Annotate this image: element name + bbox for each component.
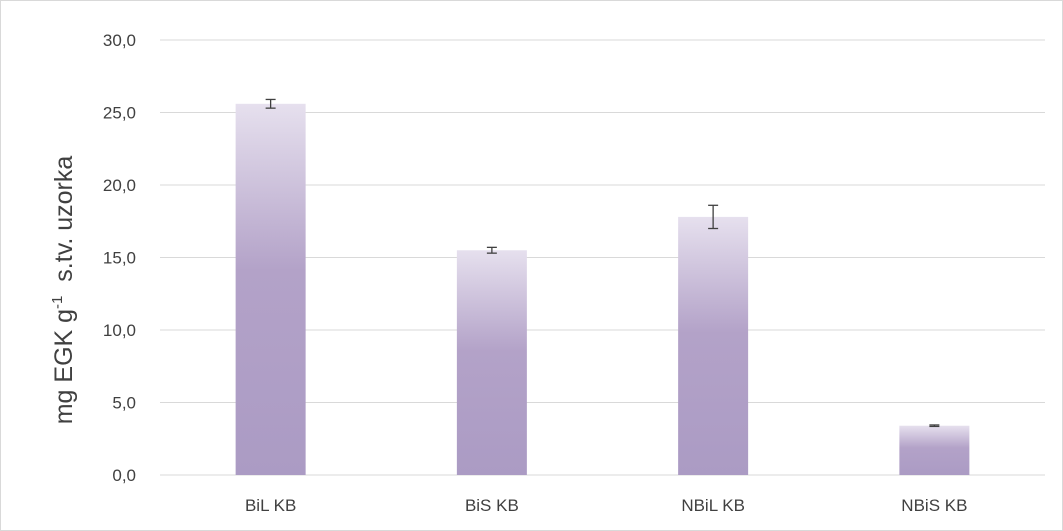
y-tick-label: 15,0 — [103, 249, 136, 268]
error-bar — [708, 204, 719, 230]
bar-nbis-kb — [899, 425, 970, 475]
x-category-label: BiS KB — [465, 496, 519, 515]
error-bar — [486, 246, 497, 254]
bar-bis-kb — [456, 250, 527, 475]
y-tick-label: 25,0 — [103, 104, 136, 123]
x-category-label: BiL KB — [245, 496, 296, 515]
y-tick-label: 20,0 — [103, 176, 136, 195]
y-tick-label: 10,0 — [103, 321, 136, 340]
bar-bil-kb — [235, 103, 306, 476]
y-tick-label: 0,0 — [112, 466, 136, 485]
error-bar — [929, 424, 940, 428]
x-category-label: NBiS KB — [901, 496, 967, 515]
bars — [235, 103, 970, 476]
y-tick-label: 30,0 — [103, 31, 136, 50]
x-axis-categories: BiL KB BiS KB NBiL KB NBiS KB — [245, 496, 967, 515]
error-bars — [265, 98, 940, 428]
error-bar — [265, 98, 276, 109]
y-axis-ticks: 0,0 5,0 10,0 15,0 20,0 25,0 30,0 — [103, 31, 136, 485]
y-tick-label: 5,0 — [112, 394, 136, 413]
gridlines — [160, 39, 1045, 476]
x-category-label: NBiL KB — [681, 496, 745, 515]
bar-nbil-kb — [678, 216, 749, 475]
y-axis-title: mg EGK g-1 s.tv. uzorka — [49, 156, 78, 425]
